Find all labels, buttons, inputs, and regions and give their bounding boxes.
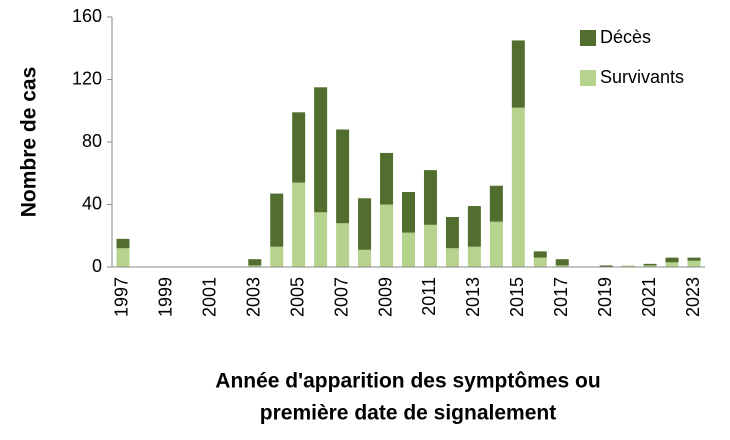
y-tick-label: 40 [82,193,102,213]
bar-segment [314,212,328,267]
x-axis-label: Année d'apparition des symptômes ou [215,370,600,393]
x-tick-label: 2015 [507,277,527,317]
x-tick-label: 2013 [463,277,483,317]
bar-segment [687,257,701,261]
bar-segment [358,249,372,267]
bar-segment [445,248,459,267]
bar-segment [489,221,503,267]
bar-segment [643,265,657,267]
bar-segment [555,259,569,266]
x-tick-label: 1999 [156,277,176,317]
bar-segment [423,224,437,267]
x-tick-label: 2011 [419,277,439,316]
x-tick-label: 2009 [375,277,395,317]
y-tick-label: 160 [72,6,102,26]
bar-segment [511,107,525,267]
bar-segment [599,265,613,267]
bar-segment [533,257,547,267]
x-tick-label: 2017 [551,277,571,317]
x-tick-label: 2007 [331,277,351,317]
x-tick-label: 2023 [683,277,703,317]
bar-segment [116,238,130,249]
y-axis-label: Nombre de cas [18,67,41,218]
legend-swatch [580,70,596,86]
legend-swatch [580,30,596,46]
bar-segment [380,204,394,267]
bar-segment [643,263,657,266]
legend-label: Décès [600,27,651,47]
bar-segment [402,192,415,233]
bar-segment [358,198,372,250]
y-tick-label: 120 [72,68,102,88]
x-tick-label: 2021 [639,277,659,317]
bar-segment [402,232,415,267]
bar-segment [270,246,284,267]
bar-segment [336,129,350,224]
x-tick-label: 1997 [112,277,132,317]
bar-segment [555,265,569,267]
bar-segment [314,87,328,213]
bar-segment [116,248,130,267]
bar-segment [336,223,350,267]
bar-segment [621,265,635,267]
bar-segment [423,170,437,225]
bar-segment [511,40,525,108]
bar-segment [467,206,481,247]
x-tick-label: 2001 [200,277,220,317]
bar-segment [380,152,394,205]
bar-segment [270,193,284,247]
bar-segment [248,259,262,266]
x-tick-label: 2003 [244,277,264,317]
y-tick-label: 0 [92,256,102,276]
bar-segment [248,265,262,267]
bar-segment [445,217,459,249]
bar-segment [467,246,481,267]
x-tick-label: 2005 [287,277,307,317]
x-axis-label: première date de signalement [260,402,556,425]
bar-segment [665,257,679,263]
bar-segment [687,260,701,267]
legend-label: Survivants [600,67,684,87]
bar-segment [489,185,503,222]
y-tick-label: 80 [82,131,102,151]
x-tick-label: 2019 [595,277,615,317]
bar-segment [292,182,306,267]
bar-segment [533,251,547,258]
bar-segment [665,262,679,267]
bar-segment [292,112,306,183]
